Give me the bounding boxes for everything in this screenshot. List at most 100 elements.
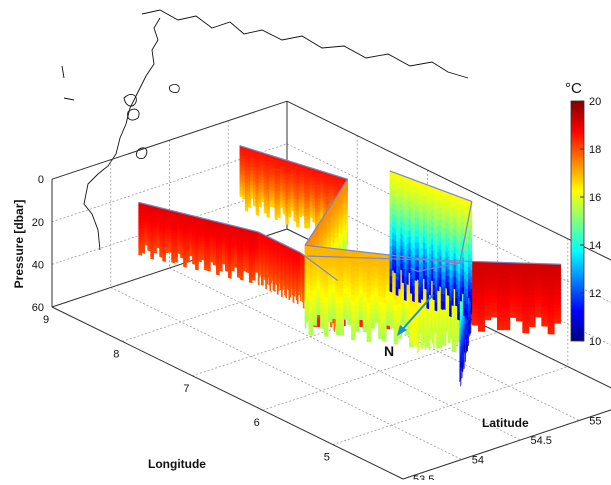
ribbon-cell <box>282 286 283 289</box>
ribbon-cell <box>406 330 410 335</box>
ribbon-cell <box>286 220 289 225</box>
ribbon-cell <box>351 323 355 329</box>
ribbon-cell <box>309 279 313 285</box>
ribbon-cell <box>510 283 516 287</box>
ribbon-cell <box>201 257 204 260</box>
ribbon-cell <box>402 316 406 321</box>
ribbon-cell <box>317 272 321 277</box>
ribbon-cell <box>251 195 254 199</box>
ribbon-cell <box>529 267 535 271</box>
ribbon-cell <box>359 298 363 303</box>
ribbon-cell <box>371 290 375 295</box>
ribbon-cell <box>355 286 359 291</box>
ribbon-cell <box>340 292 344 298</box>
ribbon-cell <box>554 305 560 309</box>
ribbon-cell <box>332 301 336 306</box>
ribbon-cell <box>172 259 175 263</box>
ribbon-cell <box>359 273 363 278</box>
ribbon-cell <box>336 313 340 319</box>
ribbon-cell <box>243 268 246 271</box>
ribbon-cell <box>348 310 352 315</box>
ribbon-cell <box>355 261 359 266</box>
ribbon-cell <box>510 273 516 277</box>
ribbon-cell <box>324 325 328 331</box>
ribbon-cell <box>379 286 383 292</box>
ribbon-cell <box>386 308 390 313</box>
ribbon-cell <box>554 283 560 287</box>
ribbon-cell <box>344 293 348 298</box>
ribbon-cell <box>328 266 332 271</box>
ribbon-cell <box>309 324 313 330</box>
ribbon-cell <box>535 290 541 294</box>
ribbon-cell <box>267 281 268 284</box>
ribbon-cell <box>359 307 363 312</box>
ribbon-cell <box>324 286 328 292</box>
ribbon-cell <box>485 316 491 320</box>
ribbon-cell <box>386 286 390 291</box>
ribbon-cell <box>478 314 484 319</box>
ribbon-cell <box>320 298 324 304</box>
ribbon-cell <box>344 311 348 316</box>
ribbon-cell <box>313 300 317 305</box>
ribbon-cell <box>317 285 321 290</box>
ribbon-cell <box>529 323 535 327</box>
ribbon-cell <box>510 280 516 284</box>
ribbon-cell <box>328 257 332 262</box>
ribbon-cell <box>340 308 344 314</box>
ribbon-cell <box>328 308 332 313</box>
ribbon-cell <box>379 259 383 265</box>
ribbon-cell <box>320 313 324 319</box>
ribbon-cell <box>145 242 148 245</box>
ribbon-cell <box>309 302 313 308</box>
ribbon-cell <box>472 317 478 321</box>
ribbon-cell <box>351 273 355 279</box>
ribbon-cell <box>497 279 503 283</box>
ribbon-cell <box>355 322 359 327</box>
ribbon-cell <box>375 318 379 323</box>
ribbon-cell <box>317 259 321 264</box>
ribbon-cell <box>535 307 541 311</box>
ribbon-cell <box>219 268 222 272</box>
ribbon-cell <box>516 299 522 303</box>
ribbon-cell <box>258 281 259 285</box>
ribbon-cell <box>303 304 304 308</box>
ribbon-cell <box>375 288 379 293</box>
ribbon-cell <box>371 300 375 305</box>
ribbon-cell <box>548 321 554 326</box>
ribbon-cell <box>510 300 516 304</box>
ribbon-cell <box>309 285 313 291</box>
ribbon-cell <box>340 313 344 319</box>
axes-edge <box>52 307 403 479</box>
ribbon-cell <box>542 307 548 311</box>
ribbon-cell <box>163 258 166 262</box>
ribbon-cell <box>332 310 336 315</box>
ribbon-cell <box>313 276 317 281</box>
ribbon-cell <box>516 285 522 289</box>
ribbon-cell <box>478 279 484 284</box>
ribbon-cell <box>336 270 340 276</box>
ribbon-cell <box>302 212 305 216</box>
ribbon-cell <box>394 300 398 306</box>
ribbon-cell <box>363 277 367 282</box>
ribbon-cell <box>542 303 548 307</box>
ribbon-cell <box>309 296 313 302</box>
ribbon-cell <box>379 328 383 334</box>
ribbon-cell <box>252 277 255 281</box>
ribbon-cell <box>355 266 359 271</box>
ribbon-cell <box>554 297 560 301</box>
ribbon-cell <box>313 218 316 222</box>
ribbon-cell <box>272 204 275 208</box>
ribbon-cell <box>351 301 355 307</box>
ribbon-cell <box>472 277 478 281</box>
ribbon-cell <box>313 296 317 301</box>
ribbon-cell <box>332 314 336 319</box>
ribbon-cell <box>554 312 560 316</box>
ribbon-cell <box>355 317 359 322</box>
ribbon-cell <box>386 299 390 304</box>
ribbon-cell <box>348 283 352 288</box>
ribbon-cell <box>516 306 522 310</box>
ribbon-cell <box>375 262 379 267</box>
ribbon-cell <box>344 254 348 259</box>
ribbon-cell <box>386 312 390 317</box>
